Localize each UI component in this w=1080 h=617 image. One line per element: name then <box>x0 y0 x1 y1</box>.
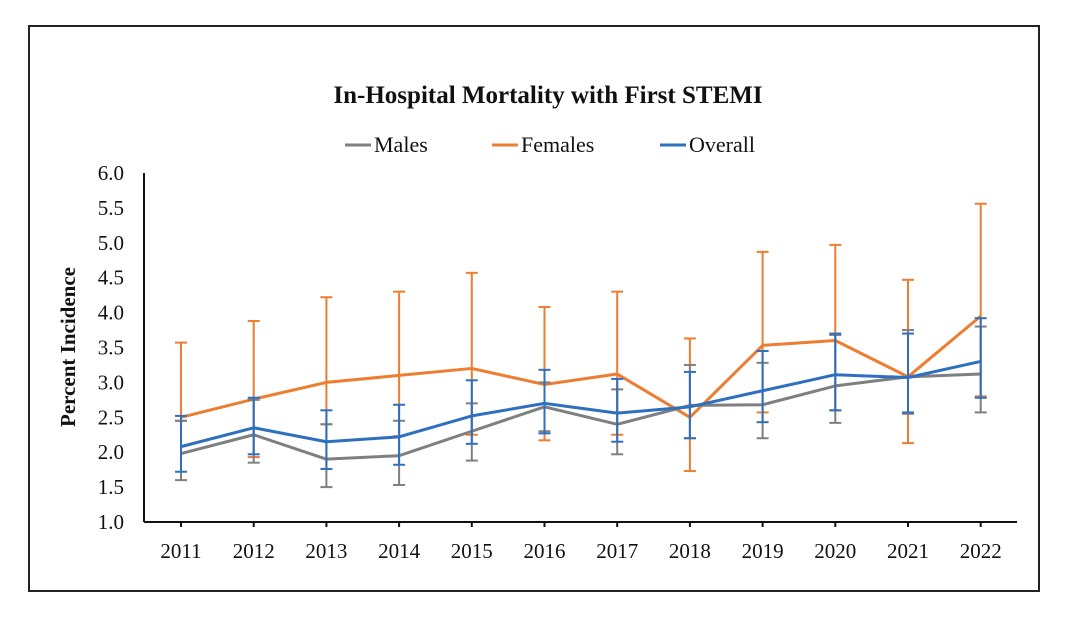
y-tick-label: 3.5 <box>98 336 124 360</box>
series-overall <box>175 317 987 473</box>
x-tick-label: 2014 <box>378 539 421 563</box>
x-ticks: 2011 2012 2013 2014 2015 2016 2017 2018 2019 2020… <box>160 522 1002 563</box>
x-tick-label: 2019 <box>742 539 784 563</box>
series-line-females <box>180 314 982 419</box>
y-tick-label: 3.0 <box>98 370 124 394</box>
y-tick-label: 2.5 <box>98 405 124 429</box>
y-ticks: 6.0 5.5 5.0 4.5 4.0 3.5 3.0 2.5 2.0 1.5 1.0 <box>98 161 124 534</box>
y-tick-label: 2.0 <box>98 440 124 464</box>
x-tick-label: 2022 <box>960 539 1002 563</box>
x-tick-label: 2018 <box>669 539 711 563</box>
y-tick-label: 5.0 <box>98 231 124 255</box>
y-tick-label: 4.5 <box>98 266 124 290</box>
chart-title: In-Hospital Mortality with First STEMI <box>333 82 762 109</box>
legend-label-overall: Overall <box>689 132 755 157</box>
x-tick-label: 2012 <box>233 539 275 563</box>
x-tick-label: 2020 <box>814 539 856 563</box>
y-tick-label: 5.5 <box>98 196 124 220</box>
legend-label-females: Females <box>521 132 594 157</box>
legend-label-males: Males <box>374 132 428 157</box>
y-axis-label: Percent Incidence <box>56 267 80 427</box>
x-tick-label: 2017 <box>596 539 638 563</box>
y-tick-label: 1.0 <box>98 510 124 534</box>
series-females <box>175 202 987 473</box>
x-tick-label: 2015 <box>451 539 493 563</box>
x-tick-label: 2011 <box>160 539 201 563</box>
series-layer <box>175 202 987 489</box>
y-tick-label: 4.0 <box>98 301 124 325</box>
y-tick-label: 6.0 <box>98 161 124 185</box>
x-tick-label: 2016 <box>524 539 566 563</box>
y-tick-label: 1.5 <box>98 475 124 499</box>
x-tick-label: 2021 <box>887 539 929 563</box>
legend: Males Females Overall <box>345 132 755 157</box>
series-line-males <box>180 372 981 461</box>
series-line-overall <box>180 359 982 449</box>
chart-frame <box>28 25 1040 592</box>
x-tick-label: 2013 <box>305 539 347 563</box>
